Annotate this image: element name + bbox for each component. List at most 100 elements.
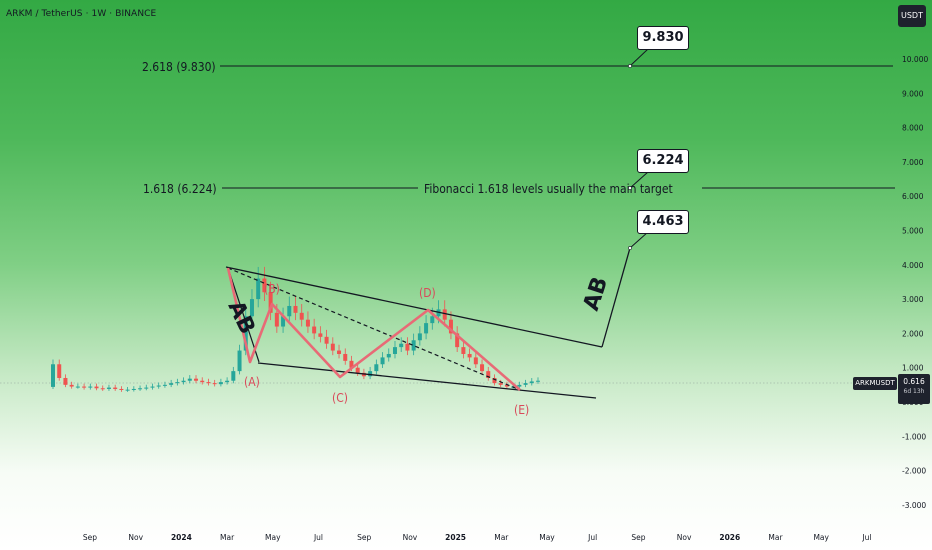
candle-body (523, 383, 528, 385)
candle-body (504, 384, 509, 387)
candle-body (492, 377, 497, 384)
candle-body (249, 299, 254, 317)
candle-body (119, 388, 124, 390)
chart-header-title: ARKM / TetherUS · 1W · BINANCE (6, 9, 157, 19)
candle-body (480, 364, 485, 372)
x-tick-label: Nov (128, 533, 143, 542)
candle-body (337, 350, 342, 354)
last-price-tag: 0.616 6d 13h (898, 374, 930, 404)
x-tick-label: Mar (768, 533, 783, 542)
x-tick-label: May (265, 533, 281, 542)
target-box-6224: 6.224 (637, 149, 689, 173)
point-label-b: (B) (264, 282, 280, 296)
candle-body (324, 336, 329, 344)
wedge-upper-line (225, 266, 603, 348)
candle-body (399, 343, 404, 348)
candle-body (405, 343, 410, 351)
x-tick-label: Jul (313, 533, 323, 542)
candle-body (94, 386, 99, 389)
point-label-c: (C) (332, 391, 348, 405)
x-tick-label: Sep (83, 533, 97, 542)
y-tick-label: 8.000 (902, 124, 924, 133)
candle-body (256, 278, 261, 300)
candle-body (287, 305, 292, 317)
candle-body (430, 316, 435, 324)
abcde-pattern-path (226, 267, 521, 391)
candle-body (442, 309, 447, 320)
y-tick-label: 1.000 (902, 364, 924, 373)
candle-body (125, 389, 130, 391)
point-label-e: (E) (514, 403, 529, 417)
candle-body (417, 333, 422, 341)
candle-body (237, 350, 242, 372)
y-tick-label: -1.000 (902, 432, 926, 441)
y-tick-label: 7.000 (902, 158, 924, 167)
x-tick-label: 2025 (445, 533, 466, 542)
candle-body (150, 386, 155, 388)
pattern-a-connector (227, 267, 260, 363)
y-tick-label: 4.000 (902, 261, 924, 270)
target-dot-9830 (628, 64, 632, 68)
candle-body (218, 382, 223, 385)
candle-body (225, 380, 230, 383)
last-price-value: 0.616 (903, 377, 925, 386)
x-tick-label: May (539, 533, 555, 542)
target-dot-6224 (628, 186, 632, 190)
candle-body (243, 316, 248, 351)
candle-body (169, 383, 174, 385)
target-dot-4463 (628, 246, 632, 250)
candle-body (448, 319, 453, 334)
candle-body (318, 333, 323, 337)
candle-body (88, 386, 93, 388)
currency-selector[interactable]: USDT (898, 5, 926, 27)
x-tick-label: Mar (494, 533, 509, 542)
candle-body (349, 360, 354, 368)
point-label-a: (A) (244, 375, 260, 389)
target-pointer-6224 (629, 171, 649, 189)
y-tick-label: -3.000 (902, 501, 926, 510)
candle-body (461, 347, 466, 354)
projection-path (601, 247, 631, 348)
candle-body (455, 333, 460, 348)
candle-body (175, 382, 180, 384)
target-box-9830: 9.830 (637, 26, 689, 50)
candle-body (299, 312, 304, 320)
candle-body (411, 340, 416, 351)
candle-body (424, 323, 429, 334)
wedge-lower-line (257, 362, 597, 399)
fib-level-1618-label: 1.618 (6.224) (143, 182, 217, 196)
x-tick-label: Jul (587, 533, 597, 542)
candle-body (162, 384, 167, 386)
x-axis-ticks: Sep Nov 2024 Mar May Jul Sep Nov 2025 Mar May Jul Se… (83, 533, 872, 542)
target-pointer-9830 (629, 48, 649, 67)
x-tick-label: 2024 (171, 533, 192, 542)
candle-body (181, 380, 186, 383)
candle-body (343, 353, 348, 361)
bar-countdown: 6d 13h (903, 388, 925, 395)
candle-body (131, 388, 136, 390)
candle-body (392, 347, 397, 354)
y-tick-label: 3.000 (902, 295, 924, 304)
candle-body (63, 377, 68, 385)
x-tick-label: Sep (357, 533, 371, 542)
candle-body (106, 387, 111, 389)
candle-body (386, 353, 391, 358)
y-tick-label: 5.000 (902, 227, 924, 236)
wedge-mid-dashed-line (227, 267, 521, 391)
candle-body (144, 387, 149, 389)
y-tick-label: 2.000 (902, 329, 924, 338)
candle-body (69, 384, 74, 387)
candle-body (355, 367, 360, 373)
candle-body (200, 380, 205, 383)
fib-annotation-text: Fibonacci 1.618 levels usually the main … (424, 182, 673, 196)
target-pointer-4463 (629, 231, 649, 249)
x-tick-label: Nov (403, 533, 418, 542)
candle-body (187, 378, 192, 381)
candle-body (529, 381, 534, 384)
candle-body (82, 386, 87, 388)
candle-body (268, 292, 273, 313)
y-tick-label: 9.000 (902, 89, 924, 98)
candle-body (100, 388, 105, 390)
